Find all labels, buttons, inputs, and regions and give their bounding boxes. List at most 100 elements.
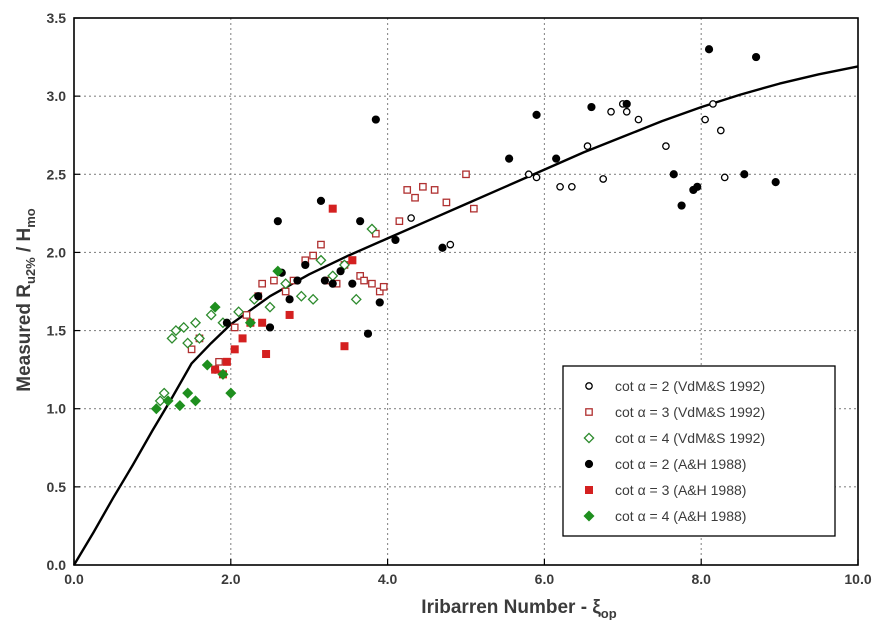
data-point: [320, 276, 329, 285]
data-point: [375, 298, 384, 307]
y-tick-label: 3.0: [47, 88, 67, 104]
data-point: [340, 342, 349, 351]
data-points-layer: [150, 45, 780, 415]
data-point: [505, 154, 514, 163]
plot-border: [73, 17, 859, 566]
y-tick-label: 2.0: [47, 244, 67, 260]
data-point: [567, 182, 576, 191]
legend-marker: [585, 382, 593, 390]
x-axis-label: Iribarren Number - ξop: [421, 597, 616, 620]
data-point: [350, 293, 362, 305]
data-point: [258, 279, 267, 288]
data-point: [150, 403, 162, 415]
data-point: [270, 276, 278, 285]
data-point: [419, 182, 427, 191]
x-tick-label: 0.0: [64, 571, 84, 587]
y-axis-label: Measured Ru2% / Hmo: [14, 208, 38, 392]
x-tick-label: 4.0: [378, 571, 398, 587]
data-point: [720, 173, 729, 182]
data-point: [403, 186, 412, 194]
data-point: [280, 278, 292, 290]
legend-marker: [585, 408, 593, 416]
data-point: [709, 100, 717, 108]
data-point: [265, 323, 275, 332]
legend-label: cot α = 2 (A&H 1988): [615, 456, 746, 472]
data-point: [587, 102, 596, 112]
data-point: [356, 217, 365, 226]
data-point: [379, 282, 388, 291]
legend-label: cot α = 3 (VdM&S 1992): [615, 404, 765, 420]
data-point: [462, 170, 470, 179]
data-point: [395, 217, 404, 226]
data-point: [583, 142, 592, 151]
data-point: [430, 186, 439, 194]
data-point: [190, 395, 202, 407]
fit-curve-line: [72, 65, 859, 566]
data-point: [262, 350, 271, 359]
data-point: [272, 265, 284, 277]
data-point: [442, 198, 451, 207]
data-point: [317, 240, 325, 249]
legend-label: cot α = 4 (A&H 1988): [615, 508, 746, 524]
data-point: [411, 193, 419, 202]
data-point: [166, 332, 178, 344]
data-point: [366, 223, 378, 235]
data-point: [371, 115, 380, 124]
data-point: [174, 400, 186, 412]
data-point: [293, 276, 302, 285]
legend-marker: [583, 510, 595, 522]
fit-curve-layer: [72, 65, 859, 566]
data-point: [222, 318, 231, 327]
data-point: [190, 317, 202, 329]
y-tick-label: 1.5: [47, 323, 67, 339]
data-point: [273, 217, 282, 226]
data-point: [162, 395, 174, 407]
data-point: [193, 332, 205, 344]
data-point: [607, 107, 615, 116]
data-point: [532, 173, 541, 182]
data-point: [348, 256, 357, 265]
data-point: [391, 235, 400, 245]
data-point: [622, 99, 631, 109]
data-point: [751, 52, 761, 62]
legend-marker: [584, 459, 594, 469]
data-point: [556, 182, 564, 191]
data-point: [258, 318, 267, 327]
data-point: [238, 334, 247, 343]
x-tick-label: 6.0: [535, 571, 555, 587]
data-point: [215, 357, 223, 366]
x-tick-label: 2.0: [221, 571, 241, 587]
data-point: [438, 243, 447, 252]
data-point: [316, 196, 326, 205]
data-point: [407, 214, 415, 222]
data-point: [704, 45, 714, 54]
data-point: [356, 272, 365, 280]
data-point: [771, 178, 780, 187]
legend-label: cot α = 4 (VdM&S 1992): [615, 430, 765, 446]
data-point: [599, 175, 608, 183]
data-point: [205, 309, 217, 321]
legend-marker: [583, 432, 595, 444]
data-point: [225, 387, 237, 399]
data-point: [154, 395, 166, 407]
y-axis-label-tail-subscript: mo: [23, 208, 38, 228]
data-point: [336, 267, 345, 276]
data-point: [230, 323, 239, 332]
data-point: [170, 325, 182, 337]
data-point: [328, 204, 337, 213]
data-point: [375, 287, 384, 296]
data-point: [281, 287, 290, 296]
data-point: [242, 311, 251, 319]
data-point: [348, 279, 357, 288]
data-point: [309, 251, 317, 260]
data-point: [182, 387, 194, 399]
data-point: [740, 170, 749, 179]
series-1-points: [407, 100, 729, 249]
data-point: [360, 276, 368, 285]
data-point: [669, 170, 678, 179]
data-point: [552, 154, 561, 163]
data-point: [201, 359, 213, 371]
data-point: [622, 107, 631, 116]
legend-marker: [585, 486, 593, 494]
data-point: [187, 345, 196, 354]
